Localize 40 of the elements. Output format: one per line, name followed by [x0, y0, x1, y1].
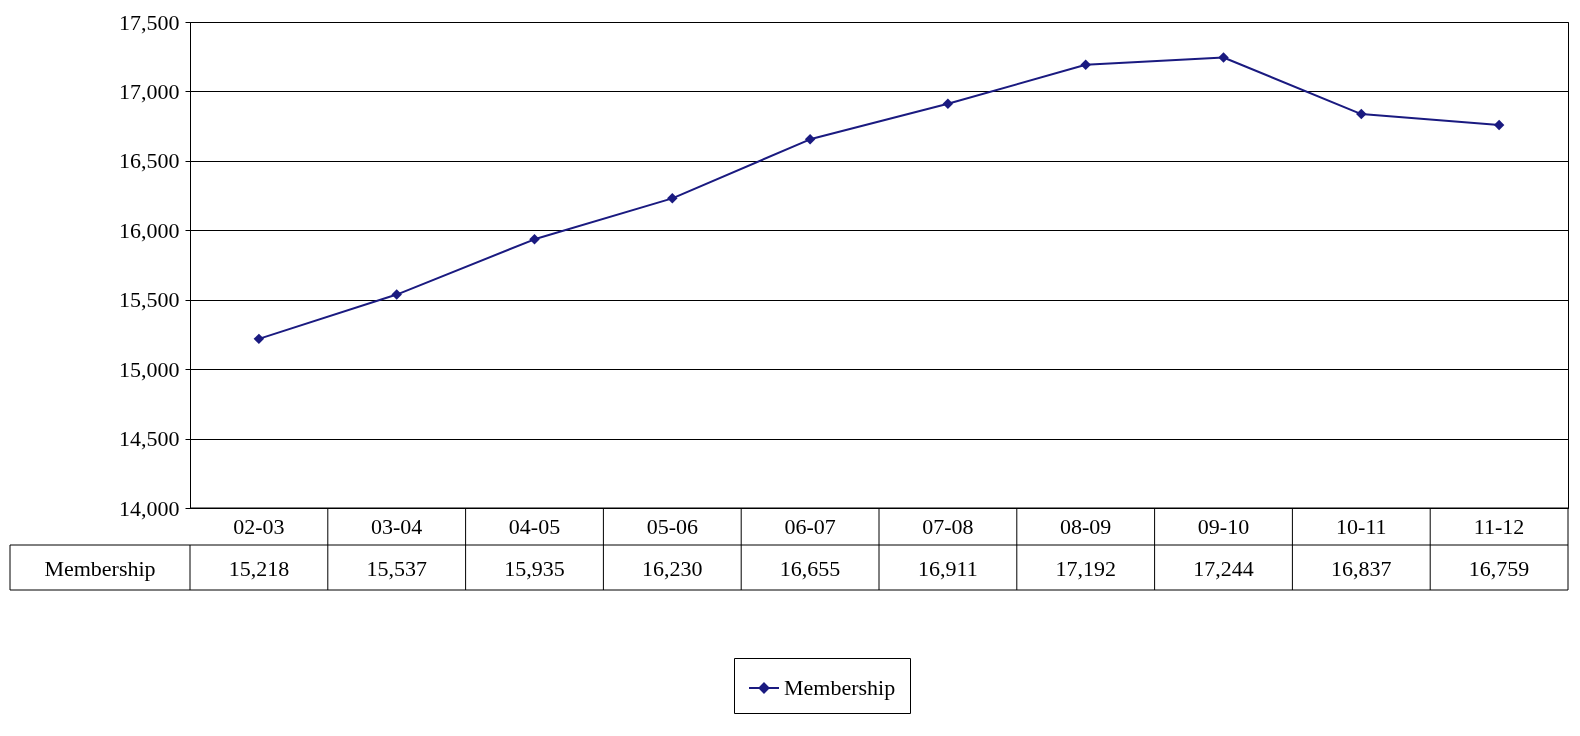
data-label: 17,244: [1193, 555, 1254, 581]
point: [391, 289, 402, 300]
x-tick-label: 05-06: [646, 513, 698, 539]
point: [1218, 52, 1229, 63]
y-tick-label: 15,500: [119, 287, 180, 313]
x-tick-label: 02-03: [233, 513, 285, 539]
point: [529, 234, 540, 245]
data-label: 15,537: [366, 555, 427, 581]
y-tick-label: 14,500: [119, 426, 180, 452]
data-label: 15,935: [504, 555, 565, 581]
point: [942, 98, 954, 110]
y-tick-label: 16,500: [119, 148, 180, 174]
point: [253, 333, 265, 345]
point: [667, 193, 678, 204]
x-tick-label: 08-09: [1060, 513, 1112, 539]
y-tick-label: 15,000: [119, 356, 180, 382]
x-tick-label: 06-07: [784, 513, 836, 539]
y-tick-label: 17,500: [119, 9, 180, 35]
x-tick-label: 04-05: [508, 513, 561, 539]
text: Membership: [44, 555, 156, 581]
point: [1493, 119, 1505, 131]
data-label: 17,192: [1055, 555, 1116, 581]
x-tick-label: 11-12: [1473, 513, 1525, 539]
legend-label: Membership: [784, 675, 896, 700]
x-tick-label: 07-08: [922, 513, 974, 539]
x-tick-label: 09-10: [1197, 513, 1250, 539]
x-tick-label: 10-11: [1336, 513, 1387, 539]
y-tick-label: 16,000: [119, 217, 180, 243]
data-label: 16,230: [642, 555, 703, 581]
x-tick-label: 03-04: [371, 513, 423, 539]
y-tick-label: 14,000: [119, 495, 180, 521]
point: [1080, 59, 1091, 71]
data-label: 16,655: [779, 555, 841, 581]
data-label: 16,911: [918, 555, 978, 581]
data-label: 15,218: [228, 555, 290, 581]
data-label: 16,837: [1331, 555, 1392, 581]
point: [804, 134, 816, 145]
point: [1356, 108, 1367, 120]
y-tick-label: 17,000: [119, 78, 180, 104]
data-label: 16,759: [1468, 555, 1530, 581]
